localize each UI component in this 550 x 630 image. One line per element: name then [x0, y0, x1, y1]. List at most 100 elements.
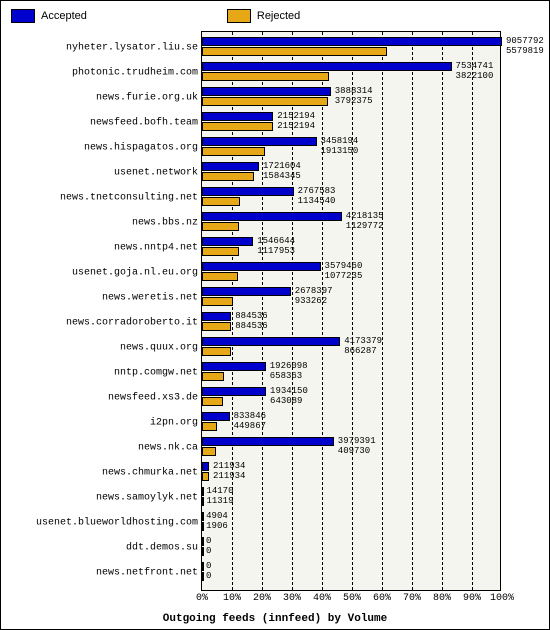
value-label-rejected: 1129772 [346, 221, 384, 231]
y-label: news.hispagatos.org [84, 142, 198, 153]
bar-rejected [202, 472, 209, 481]
value-label-rejected: 933262 [295, 296, 327, 306]
y-label: news.chmurka.net [102, 467, 198, 478]
value-label-rejected: 866287 [344, 346, 376, 356]
x-tick: 80% [433, 593, 451, 604]
bar-rejected [202, 572, 204, 581]
bar-rejected [202, 172, 254, 181]
bar-rejected [202, 247, 239, 256]
chart-container: Accepted Rejected 0%10%20%30%40%50%60%70… [0, 0, 550, 630]
bar-rejected [202, 197, 240, 206]
value-label-accepted: 7534741 [456, 61, 494, 71]
bar-accepted [202, 37, 502, 46]
chart-row: news.netfront.net00 [202, 560, 500, 585]
y-label: news.corradoroberto.it [66, 317, 198, 328]
bar-accepted [202, 462, 209, 471]
legend-label-rejected: Rejected [257, 10, 300, 22]
chart-row: usenet.goja.nl.eu.org35794601077235 [202, 260, 500, 285]
chart-row: nyheter.lysator.liu.se90577925579819 [202, 35, 500, 60]
value-label-accepted: 4173379 [344, 336, 382, 346]
legend-label-accepted: Accepted [41, 10, 87, 22]
legend: Accepted Rejected [11, 5, 539, 27]
chart-row: newsfeed.bofh.team21521942152194 [202, 110, 500, 135]
bar-accepted [202, 437, 334, 446]
chart-row: news.hispagatos.org34581941913150 [202, 135, 500, 160]
value-label-accepted: 0 [206, 536, 211, 546]
bar-rejected [202, 422, 217, 431]
y-label: newsfeed.bofh.team [90, 117, 198, 128]
value-label-accepted: 3579460 [325, 261, 363, 271]
value-label-accepted: 3888314 [335, 86, 373, 96]
value-label-rejected: 3822100 [456, 71, 494, 81]
value-label-accepted: 2767583 [298, 186, 336, 196]
bar-accepted [202, 537, 204, 546]
y-label: news.netfront.net [96, 567, 198, 578]
chart-row: news.bbs.nz42181351129772 [202, 210, 500, 235]
y-label: news.tnetconsulting.net [60, 192, 198, 203]
bar-accepted [202, 487, 204, 496]
x-axis-title: Outgoing feeds (innfeed) by Volume [163, 613, 387, 625]
value-label-rejected: 1134540 [298, 196, 336, 206]
x-tick: 30% [283, 593, 301, 604]
value-label-accepted: 884536 [235, 311, 267, 321]
bar-accepted [202, 312, 231, 321]
bar-accepted [202, 212, 342, 221]
value-label-rejected: 3792375 [335, 96, 373, 106]
x-tick: 90% [463, 593, 481, 604]
value-label-rejected: 1584345 [263, 171, 301, 181]
bar-rejected [202, 72, 329, 81]
legend-item-accepted: Accepted [11, 5, 87, 27]
x-tick: 100% [490, 593, 514, 604]
chart-row: nntp.comgw.net1926098658363 [202, 360, 500, 385]
bar-rejected [202, 272, 238, 281]
chart-row: usenet.blueworldhosting.com49041906 [202, 510, 500, 535]
bar-rejected [202, 222, 239, 231]
legend-swatch-accepted [11, 9, 35, 23]
legend-swatch-rejected [227, 9, 251, 23]
value-label-rejected: 643089 [270, 396, 302, 406]
plot-area: 0%10%20%30%40%50%60%70%80%90%100%nyheter… [201, 31, 501, 591]
y-label: nntp.comgw.net [114, 367, 198, 378]
value-label-accepted: 0 [206, 561, 211, 571]
y-label: i2pn.org [150, 417, 198, 428]
bar-accepted [202, 237, 253, 246]
value-label-accepted: 2678397 [295, 286, 333, 296]
chart-row: usenet.network17216041584345 [202, 160, 500, 185]
x-tick: 40% [313, 593, 331, 604]
y-label: news.furie.org.uk [96, 92, 198, 103]
value-label-accepted: 3458194 [321, 136, 359, 146]
value-label-accepted: 1926098 [270, 361, 308, 371]
chart-row: news.nntp4.net15466441117953 [202, 235, 500, 260]
bar-rejected [202, 122, 273, 131]
bar-accepted [202, 62, 452, 71]
x-tick: 0% [196, 593, 208, 604]
bar-accepted [202, 412, 230, 421]
y-label: usenet.network [114, 167, 198, 178]
bar-rejected [202, 397, 223, 406]
bar-rejected [202, 447, 216, 456]
y-label: news.samoylyk.net [96, 492, 198, 503]
y-label: photonic.trudheim.com [72, 67, 198, 78]
bar-accepted [202, 87, 331, 96]
value-label-accepted: 1934150 [270, 386, 308, 396]
value-label-accepted: 14170 [206, 486, 233, 496]
value-label-rejected: 1913150 [321, 146, 359, 156]
value-label-rejected: 0 [206, 571, 211, 581]
x-tick: 10% [223, 593, 241, 604]
bar-rejected [202, 97, 328, 106]
bar-rejected [202, 372, 224, 381]
y-label: news.nk.ca [138, 442, 198, 453]
chart-row: news.quux.org4173379866287 [202, 335, 500, 360]
bar-accepted [202, 287, 291, 296]
bar-rejected [202, 547, 204, 556]
value-label-accepted: 833846 [234, 411, 266, 421]
bar-accepted [202, 512, 204, 521]
y-label: usenet.goja.nl.eu.org [72, 267, 198, 278]
chart-row: news.weretis.net2678397933262 [202, 285, 500, 310]
chart-row: newsfeed.xs3.de1934150643089 [202, 385, 500, 410]
value-label-rejected: 884536 [235, 321, 267, 331]
value-label-accepted: 1721604 [263, 161, 301, 171]
y-label: news.quux.org [120, 342, 198, 353]
bar-rejected [202, 522, 204, 531]
value-label-rejected: 211934 [213, 471, 245, 481]
